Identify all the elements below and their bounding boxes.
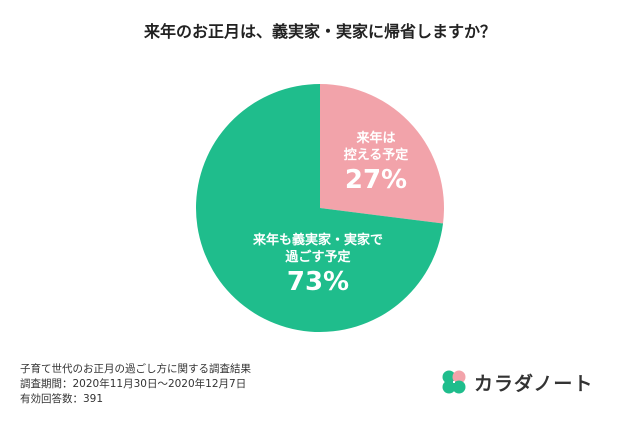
- slice-value-minor: 27%: [344, 165, 408, 195]
- brand-name: カラダノート: [474, 372, 594, 395]
- slice-value-major: 73%: [286, 267, 350, 297]
- slice-text-major-2: 過ごす予定: [285, 250, 351, 265]
- slice-label-minor: 来年は 控える予定 27%: [316, 130, 436, 196]
- slice-text-major-1: 来年も義実家・実家で: [252, 233, 383, 248]
- brand-logo: カラダノート: [440, 366, 593, 398]
- slice-text-minor-2: 控える予定: [343, 148, 409, 163]
- survey-period: 調査期間：2020年11月30日〜2020年12月7日: [20, 378, 247, 390]
- slice-label-major: 来年も義実家・実家で 過ごす予定 73%: [218, 232, 418, 298]
- pie-slice-minor: [320, 84, 444, 224]
- survey-notes: 子育て世代のお正月の過ごし方に関する調査結果 調査期間：2020年11月30日〜…: [20, 362, 251, 407]
- survey-responses: 有効回答数：391: [20, 393, 104, 405]
- pie-slice-major: [195, 84, 444, 332]
- chart-title: 来年のお正月は、義実家・実家に帰省しますか？: [143, 22, 496, 41]
- clover-icon: [442, 370, 466, 394]
- survey-name: 子育て世代のお正月の過ごし方に関する調査結果: [20, 363, 251, 375]
- slice-text-minor-1: 来年は: [356, 131, 396, 146]
